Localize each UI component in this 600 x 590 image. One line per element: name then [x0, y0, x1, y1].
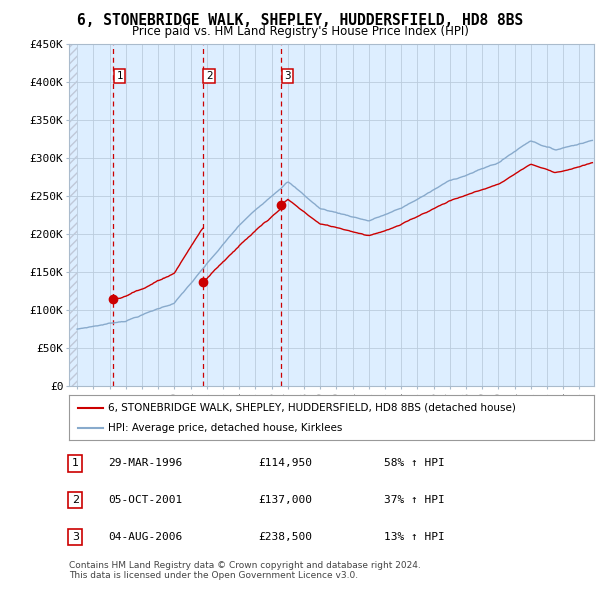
Text: Price paid vs. HM Land Registry's House Price Index (HPI): Price paid vs. HM Land Registry's House … — [131, 25, 469, 38]
Text: 2: 2 — [206, 71, 212, 81]
Text: 6, STONEBRIDGE WALK, SHEPLEY, HUDDERSFIELD, HD8 8BS (detached house): 6, STONEBRIDGE WALK, SHEPLEY, HUDDERSFIE… — [109, 403, 516, 412]
Text: 1: 1 — [116, 71, 123, 81]
Text: 58% ↑ HPI: 58% ↑ HPI — [384, 458, 445, 468]
Text: £137,000: £137,000 — [258, 495, 312, 505]
Text: 37% ↑ HPI: 37% ↑ HPI — [384, 495, 445, 505]
Text: 2: 2 — [72, 495, 79, 505]
Text: This data is licensed under the Open Government Licence v3.0.: This data is licensed under the Open Gov… — [69, 571, 358, 580]
Text: 3: 3 — [72, 532, 79, 542]
Text: 05-OCT-2001: 05-OCT-2001 — [109, 495, 182, 505]
Text: 29-MAR-1996: 29-MAR-1996 — [109, 458, 182, 468]
Text: 04-AUG-2006: 04-AUG-2006 — [109, 532, 182, 542]
Text: £238,500: £238,500 — [258, 532, 312, 542]
Text: Contains HM Land Registry data © Crown copyright and database right 2024.: Contains HM Land Registry data © Crown c… — [69, 560, 421, 569]
Text: 1: 1 — [72, 458, 79, 468]
Text: 3: 3 — [284, 71, 290, 81]
Text: 6, STONEBRIDGE WALK, SHEPLEY, HUDDERSFIELD, HD8 8BS: 6, STONEBRIDGE WALK, SHEPLEY, HUDDERSFIE… — [77, 13, 523, 28]
Text: HPI: Average price, detached house, Kirklees: HPI: Average price, detached house, Kirk… — [109, 424, 343, 434]
Text: 13% ↑ HPI: 13% ↑ HPI — [384, 532, 445, 542]
Text: £114,950: £114,950 — [258, 458, 312, 468]
